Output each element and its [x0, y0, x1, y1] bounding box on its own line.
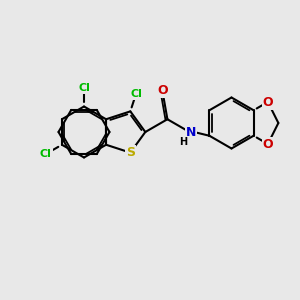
Text: N: N [186, 125, 196, 139]
Text: Cl: Cl [130, 89, 142, 99]
Text: H: H [179, 136, 188, 147]
Text: O: O [262, 95, 273, 109]
Text: O: O [262, 137, 273, 151]
Text: Cl: Cl [40, 149, 52, 159]
Text: S: S [126, 146, 135, 159]
Text: Cl: Cl [78, 83, 90, 93]
Text: O: O [158, 84, 168, 97]
